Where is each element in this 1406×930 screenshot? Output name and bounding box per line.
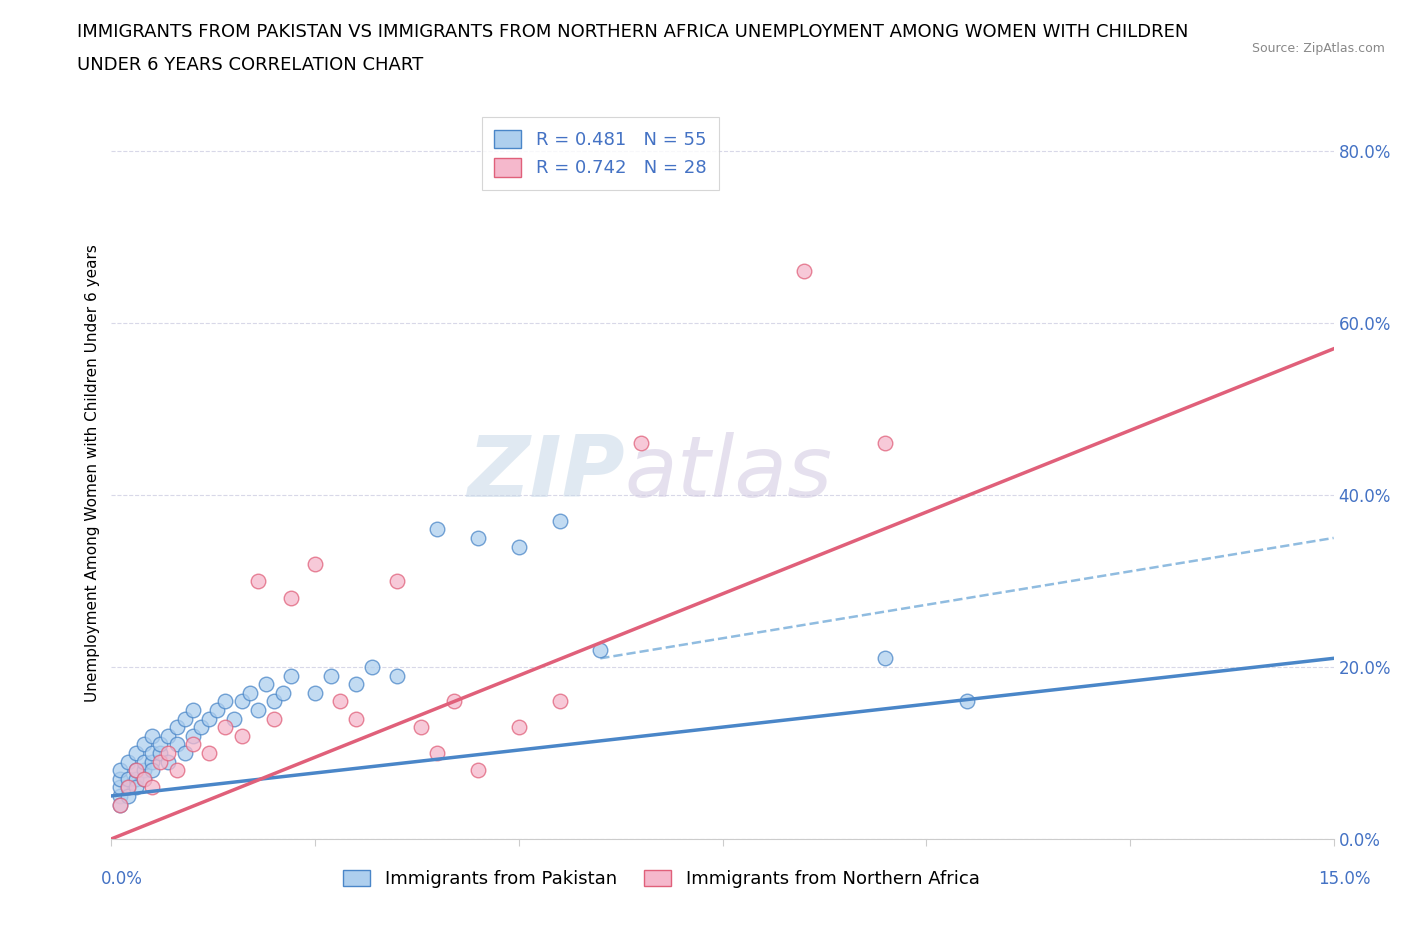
Point	[108, 763, 131, 777]
Point	[548, 694, 571, 709]
Point	[166, 763, 188, 777]
Point	[181, 728, 204, 743]
Point	[149, 754, 172, 769]
Point	[231, 728, 253, 743]
Point	[956, 694, 979, 709]
Point	[247, 574, 270, 589]
Point	[254, 677, 277, 692]
Point	[181, 702, 204, 717]
Point	[239, 685, 262, 700]
Point	[117, 780, 139, 795]
Point	[304, 556, 326, 571]
Point	[214, 694, 236, 709]
Point	[108, 780, 131, 795]
Point	[548, 513, 571, 528]
Y-axis label: Unemployment Among Women with Children Under 6 years: Unemployment Among Women with Children U…	[86, 245, 100, 702]
Point	[173, 746, 195, 761]
Point	[132, 771, 155, 786]
Point	[166, 737, 188, 751]
Point	[141, 780, 163, 795]
Text: UNDER 6 YEARS CORRELATION CHART: UNDER 6 YEARS CORRELATION CHART	[77, 56, 423, 73]
Point	[214, 720, 236, 735]
Point	[149, 746, 172, 761]
Text: Source: ZipAtlas.com: Source: ZipAtlas.com	[1251, 42, 1385, 55]
Text: IMMIGRANTS FROM PAKISTAN VS IMMIGRANTS FROM NORTHERN AFRICA UNEMPLOYMENT AMONG W: IMMIGRANTS FROM PAKISTAN VS IMMIGRANTS F…	[77, 23, 1188, 41]
Point	[108, 797, 131, 812]
Point	[117, 771, 139, 786]
Point	[166, 720, 188, 735]
Point	[181, 737, 204, 751]
Point	[247, 702, 270, 717]
Point	[329, 694, 352, 709]
Point	[344, 711, 367, 726]
Point	[141, 754, 163, 769]
Point	[630, 436, 652, 451]
Text: 15.0%: 15.0%	[1319, 870, 1371, 888]
Point	[132, 737, 155, 751]
Point	[875, 436, 897, 451]
Point	[173, 711, 195, 726]
Text: 0.0%: 0.0%	[101, 870, 143, 888]
Point	[117, 754, 139, 769]
Point	[385, 668, 408, 683]
Point	[263, 694, 285, 709]
Point	[385, 574, 408, 589]
Text: atlas: atlas	[624, 432, 832, 515]
Point	[125, 763, 148, 777]
Point	[207, 702, 229, 717]
Point	[231, 694, 253, 709]
Point	[409, 720, 432, 735]
Point	[304, 685, 326, 700]
Point	[467, 530, 489, 545]
Point	[263, 711, 285, 726]
Point	[344, 677, 367, 692]
Point	[132, 754, 155, 769]
Point	[198, 711, 221, 726]
Point	[157, 746, 180, 761]
Point	[361, 659, 384, 674]
Point	[132, 763, 155, 777]
Point	[426, 522, 449, 537]
Legend: R = 0.481   N = 55, R = 0.742   N = 28: R = 0.481 N = 55, R = 0.742 N = 28	[482, 117, 718, 190]
Point	[157, 728, 180, 743]
Point	[108, 789, 131, 804]
Point	[117, 780, 139, 795]
Point	[157, 754, 180, 769]
Point	[117, 789, 139, 804]
Point	[426, 746, 449, 761]
Point	[132, 771, 155, 786]
Point	[125, 780, 148, 795]
Point	[271, 685, 294, 700]
Point	[222, 711, 245, 726]
Point	[589, 643, 612, 658]
Point	[141, 746, 163, 761]
Point	[508, 539, 530, 554]
Text: ZIP: ZIP	[467, 432, 624, 515]
Point	[125, 746, 148, 761]
Point	[280, 668, 302, 683]
Point	[793, 264, 815, 279]
Point	[149, 737, 172, 751]
Point	[108, 771, 131, 786]
Point	[443, 694, 465, 709]
Point	[190, 720, 212, 735]
Point	[141, 763, 163, 777]
Point	[875, 651, 897, 666]
Point	[125, 771, 148, 786]
Point	[321, 668, 343, 683]
Point	[508, 720, 530, 735]
Point	[467, 763, 489, 777]
Point	[198, 746, 221, 761]
Point	[108, 797, 131, 812]
Point	[141, 728, 163, 743]
Point	[280, 591, 302, 605]
Point	[125, 763, 148, 777]
